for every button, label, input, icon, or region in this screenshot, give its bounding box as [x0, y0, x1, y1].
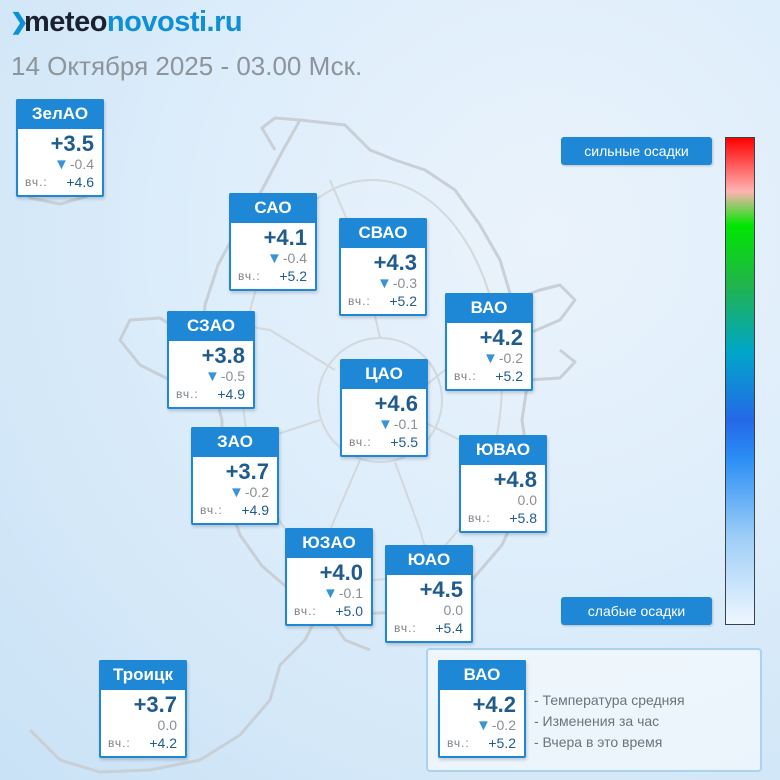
legend-text: - Температура средняя - Изменения за час…	[534, 690, 685, 753]
district-card: ВАО +4.2 ▼-0.2 вч.: +5.2	[445, 293, 533, 391]
temperature: +4.5	[419, 577, 463, 602]
district-name: ВАО	[445, 293, 533, 323]
yesterday-temp: +5.5	[390, 434, 418, 450]
hourly-change: ▼-0.1	[323, 585, 363, 602]
hourly-change: ▼-0.4	[54, 156, 94, 173]
new-moscow-outline	[28, 605, 371, 774]
logo-text-part1: meteo	[24, 6, 107, 38]
district-card: ЗАО +3.7 ▼-0.2 вч.: +4.9	[191, 427, 279, 525]
district-card: ЦАО +4.6 ▼-0.1 вч.: +5.5	[340, 359, 428, 457]
yesterday-temp: +5.2	[279, 268, 307, 284]
site-logo[interactable]: ❯meteonovosti.ru	[10, 6, 243, 39]
hourly-change: 0.0	[157, 717, 177, 733]
trend-down-icon: ▼	[476, 717, 491, 734]
district-name: СВАО	[339, 218, 427, 248]
temperature: +3.7	[225, 459, 269, 484]
temperature: +3.8	[201, 343, 245, 368]
legend-sample-card: ВАО +4.2 ▼-0.2 вч.: +5.2	[438, 660, 526, 758]
yesterday-label: вч.:	[349, 435, 372, 449]
trend-down-icon: ▼	[377, 275, 392, 292]
district-name: Троицк	[99, 660, 187, 690]
trend-down-icon: ▼	[378, 416, 393, 433]
yesterday-label: вч.:	[200, 503, 223, 517]
trend-down-icon: ▼	[229, 484, 244, 501]
district-name: ЦАО	[340, 359, 428, 389]
legend-line-change: - Изменения за час	[534, 713, 660, 729]
district-name: ЮАО	[385, 545, 473, 575]
temperature: +4.1	[263, 225, 307, 250]
district-card: ЗелАО +3.5 ▼-0.4 вч.: +4.6	[16, 99, 104, 197]
district-name: ВАО	[438, 660, 526, 690]
hourly-change: 0.0	[517, 492, 537, 508]
yesterday-label: вч.:	[176, 387, 199, 401]
district-card: САО +4.1 ▼-0.4 вч.: +5.2	[229, 193, 317, 291]
temperature: +4.2	[479, 325, 523, 350]
yesterday-temp: +4.9	[217, 386, 245, 402]
legend-line-yesterday: - Вчера в это время	[534, 734, 663, 750]
yesterday-label: вч.:	[348, 294, 371, 308]
temperature: +4.0	[319, 560, 363, 585]
light-precip-label: слабые осадки	[561, 597, 712, 625]
district-card: СЗАО +3.8 ▼-0.5 вч.: +4.9	[167, 311, 255, 409]
district-card: ЮАО +4.5 0.0 вч.: +5.4	[385, 545, 473, 643]
trend-down-icon: ▼	[54, 156, 69, 173]
yesterday-temp: +5.4	[435, 620, 463, 636]
hourly-change: ▼-0.3	[377, 275, 417, 292]
precipitation-scale	[725, 137, 755, 625]
hourly-change: ▼-0.4	[267, 250, 307, 267]
district-name: ЗАО	[191, 427, 279, 457]
trend-down-icon: ▼	[267, 250, 282, 267]
north-spur	[260, 116, 301, 151]
trend-down-icon: ▼	[323, 585, 338, 602]
district-card: Троицк +3.7 0.0 вч.: +4.2	[99, 660, 187, 758]
heavy-precip-label: сильные осадки	[561, 137, 712, 165]
yesterday-label: вч.:	[468, 511, 491, 525]
temperature: +4.2	[472, 692, 516, 717]
hourly-change: ▼-0.2	[229, 484, 269, 501]
yesterday-label: вч.:	[108, 736, 131, 750]
yesterday-temp: +4.9	[241, 502, 269, 518]
district-name: ЗелАО	[16, 99, 104, 129]
logo-text-part2: novosti.ru	[106, 6, 243, 38]
yesterday-label: вч.:	[294, 604, 317, 618]
hourly-change: ▼-0.1	[378, 416, 418, 433]
trend-down-icon: ▼	[483, 350, 498, 367]
yesterday-label: вч.:	[454, 369, 477, 383]
yesterday-temp: +5.2	[389, 293, 417, 309]
yesterday-temp: +5.2	[495, 368, 523, 384]
temperature: +4.8	[493, 467, 537, 492]
temperature: +4.6	[374, 391, 418, 416]
district-card: ЮВАО +4.8 0.0 вч.: +5.8	[459, 435, 547, 533]
temperature: +4.3	[373, 250, 417, 275]
hourly-change: ▼-0.2	[483, 350, 523, 367]
yesterday-temp: +5.8	[509, 510, 537, 526]
temperature: +3.7	[133, 692, 177, 717]
east-spur	[511, 283, 577, 337]
logo-mark-icon: ❯	[10, 9, 28, 34]
district-name: САО	[229, 193, 317, 223]
district-card: ЮЗАО +4.0 ▼-0.1 вч.: +5.0	[285, 528, 373, 626]
yesterday-temp: +4.6	[66, 174, 94, 190]
legend-line-temp: - Температура средняя	[534, 692, 685, 708]
yesterday-temp: +4.2	[149, 735, 177, 751]
district-name: СЗАО	[167, 311, 255, 341]
district-card: СВАО +4.3 ▼-0.3 вч.: +5.2	[339, 218, 427, 316]
hourly-change: ▼-0.2	[476, 717, 516, 734]
yesterday-label: вч.:	[447, 736, 470, 750]
yesterday-label: вч.:	[394, 621, 417, 635]
east-spur-2	[527, 348, 577, 382]
district-name: ЮВАО	[459, 435, 547, 465]
temperature: +3.5	[50, 131, 94, 156]
hourly-change: ▼-0.5	[205, 368, 245, 385]
timestamp-subtitle: 14 Октября 2025 - 03.00 Мск.	[11, 51, 363, 81]
yesterday-temp: +5.2	[488, 735, 516, 751]
yesterday-label: вч.:	[25, 175, 48, 189]
yesterday-label: вч.:	[238, 269, 261, 283]
hourly-change: 0.0	[443, 602, 463, 618]
trend-down-icon: ▼	[205, 368, 220, 385]
district-name: ЮЗАО	[285, 528, 373, 558]
yesterday-temp: +5.0	[335, 603, 363, 619]
